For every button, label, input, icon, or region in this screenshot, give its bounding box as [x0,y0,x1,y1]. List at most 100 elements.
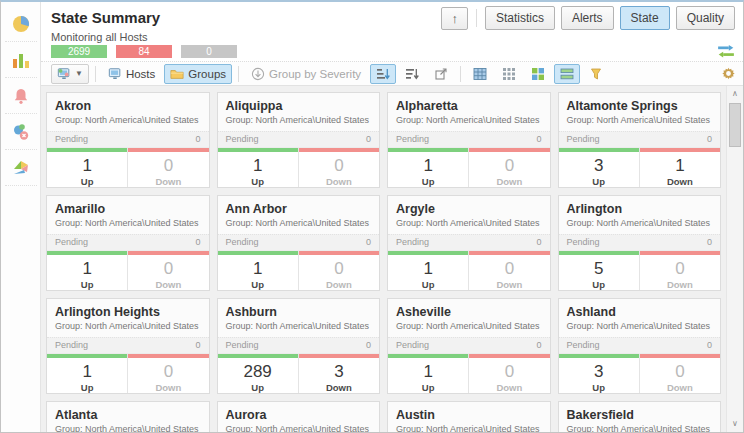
pending-row: Pending 0 [218,234,380,251]
pending-value: 0 [366,237,371,247]
card-stats: 1 Up 0 Down [388,354,550,394]
up-label: Up [218,382,298,394]
sidebar-item-alerts[interactable] [5,78,37,114]
pending-label: Pending [567,134,600,144]
state-card[interactable]: Akron Group: North America\United States… [46,92,210,188]
open-in-window-button[interactable] [428,64,454,84]
card-group: Group: North America\United States [218,217,380,234]
page-title: State Summary [51,6,160,26]
card-title: Atlanta [47,402,209,423]
pending-row: Pending 0 [218,131,380,148]
card-title: Ashburn [218,299,380,320]
list-view-icon [560,67,574,81]
down-stat: 0 Down [127,354,208,394]
settings-button[interactable] [722,67,735,83]
down-count: 0 [299,152,379,176]
vertical-scrollbar[interactable]: ∧ ∨ [726,86,743,432]
down-label: Down [299,176,379,188]
state-card[interactable]: Argyle Group: North America\United State… [387,195,551,291]
pending-label: Pending [55,340,88,350]
groups-toggle-button[interactable]: Groups [164,64,232,84]
pending-row: Pending 0 [388,337,550,354]
down-label: Down [640,279,720,291]
list-view-button[interactable] [554,64,580,84]
sidebar-item-overview[interactable] [5,6,37,42]
up-count: 1 [388,152,468,176]
scrollbar-thumb[interactable] [729,103,741,147]
table-view-button[interactable] [467,64,493,84]
down-label: Down [299,279,379,291]
tiles-view-button[interactable] [525,64,551,84]
pending-row: Pending 0 [47,131,209,148]
state-card[interactable]: Altamonte Springs Group: North America\U… [558,92,722,188]
tab-state[interactable]: State [620,6,670,30]
pending-row: Pending 0 [559,234,721,251]
pending-value: 0 [707,340,712,350]
display-options-dropdown[interactable]: ▼ [51,64,89,84]
tiles-icon [531,67,545,81]
hosts-toggle-button[interactable]: Hosts [102,64,161,84]
scroll-up-arrow[interactable]: ∧ [727,86,743,102]
sort-descending-button[interactable] [399,64,425,84]
sidebar-item-state[interactable] [5,114,37,150]
up-stat: 5 Up [559,251,639,291]
down-label: Down [640,176,720,188]
card-title: Alpharetta [388,93,550,114]
tab-statistics[interactable]: Statistics [485,6,555,30]
state-card[interactable]: Amarillo Group: North America\United Sta… [46,195,210,291]
state-card[interactable]: Bakersfield Group: North America\United … [558,401,722,432]
up-stat: 1 Up [47,148,127,188]
state-card[interactable]: Alpharetta Group: North America\United S… [387,92,551,188]
state-card[interactable]: Atlanta Group: North America\United Stat… [46,401,210,432]
up-count: 289 [218,358,298,382]
card-stats: 1 Up 0 Down [218,148,380,188]
pending-value: 0 [195,340,200,350]
group-by-severity-button[interactable]: Group by Severity [245,64,367,84]
down-label: Down [469,279,549,291]
card-stats: 5 Up 0 Down [559,251,721,291]
state-card[interactable]: Ashland Group: North America\United Stat… [558,298,722,394]
state-card[interactable]: Austin Group: North America\United State… [387,401,551,432]
pending-count-badge: 0 [181,45,237,58]
pending-value: 0 [536,237,541,247]
tab-alerts[interactable]: Alerts [561,6,614,30]
down-count: 0 [128,358,208,382]
icons-view-button[interactable] [496,64,522,84]
state-card[interactable]: Ann Arbor Group: North America\United St… [217,195,381,291]
up-count: 1 [47,255,127,279]
card-group: Group: North America\United States [218,423,380,432]
pending-row: Pending 0 [47,234,209,251]
card-title: Austin [388,402,550,423]
card-group: Group: North America\United States [218,114,380,131]
card-group: Group: North America\United States [47,423,209,432]
down-stat: 0 Down [639,251,720,291]
state-card[interactable]: Arlington Heights Group: North America\U… [46,298,210,394]
sidebar-item-statistics[interactable] [5,42,37,78]
up-label: Up [388,382,468,394]
state-card[interactable]: Asheville Group: North America\United St… [387,298,551,394]
pending-row: Pending 0 [559,131,721,148]
sidebar-item-quality[interactable] [5,150,37,186]
pending-label: Pending [396,134,429,144]
scroll-to-top-button[interactable]: ↑ [441,7,468,30]
down-count-badge: 84 [116,45,172,58]
down-count: 1 [640,152,720,176]
tab-quality[interactable]: Quality [676,6,735,30]
groups-label: Groups [188,68,226,80]
toolbar: ▼ Hosts Groups Group by Severity [41,61,743,86]
state-card[interactable]: Ashburn Group: North America\United Stat… [217,298,381,394]
card-stats: 1 Up 0 Down [388,251,550,291]
down-stat: 1 Down [639,148,720,188]
gauge-icon [11,158,31,178]
filter-button[interactable] [583,64,609,84]
pending-label: Pending [55,134,88,144]
content-area: Akron Group: North America\United States… [41,86,743,432]
state-card[interactable]: Aliquippa Group: North America\United St… [217,92,381,188]
monitor-color-icon [57,67,71,81]
state-card[interactable]: Arlington Group: North America\United St… [558,195,722,291]
up-label: Up [388,279,468,291]
scroll-down-arrow[interactable]: ∨ [727,416,743,432]
swap-view-button[interactable] [717,44,735,59]
state-card[interactable]: Aurora Group: North America\United State… [217,401,381,432]
sort-ascending-button[interactable] [370,64,396,84]
